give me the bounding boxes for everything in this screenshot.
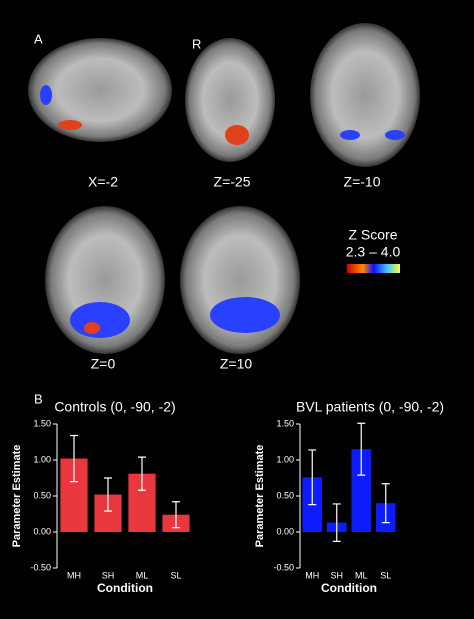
chart-title: BVL patients (0, -90, -2) xyxy=(296,399,444,415)
orientation-label: R xyxy=(192,36,201,51)
x-tick-label: ML xyxy=(136,570,149,580)
error-bar xyxy=(138,456,146,491)
chart-title: Controls (0, -90, -2) xyxy=(54,399,175,415)
slice-label: Z=-10 xyxy=(344,174,381,190)
y-tick-label: 1.00 xyxy=(276,454,294,464)
x-tick-label: SH xyxy=(330,570,343,580)
x-tick-label: SH xyxy=(102,570,115,580)
y-axis-label: Parameter Estimate xyxy=(11,445,23,548)
error-bar xyxy=(357,422,366,476)
y-tick-label: 1.50 xyxy=(33,418,51,428)
brain-slices xyxy=(28,23,420,354)
activation xyxy=(40,85,52,105)
colorbar-range: 2.3 – 4.0 xyxy=(346,244,401,260)
slice-label: Z=-25 xyxy=(214,174,251,190)
axial-slice xyxy=(310,23,420,167)
error-bar xyxy=(70,434,78,483)
x-tick-label: SL xyxy=(170,570,181,580)
error-bar xyxy=(308,449,317,506)
error-bar xyxy=(172,501,180,529)
y-tick-label: 0.00 xyxy=(33,526,51,536)
error-bar xyxy=(104,477,112,512)
y-tick-label: 0.00 xyxy=(276,526,294,536)
x-axis-label: Condition xyxy=(97,581,153,595)
slice-label: Z=10 xyxy=(220,356,253,372)
x-tick-label: MH xyxy=(67,570,81,580)
slice-label: X=-2 xyxy=(88,174,118,190)
x-tick-label: ML xyxy=(355,570,368,580)
y-tick-label: 0.50 xyxy=(33,490,51,500)
error-bar xyxy=(332,503,341,542)
x-tick-label: SL xyxy=(380,570,391,580)
activation xyxy=(58,120,82,130)
activation xyxy=(225,125,249,145)
panel-label: B xyxy=(34,391,43,406)
colorbar xyxy=(347,264,400,273)
y-tick-label: -0.50 xyxy=(30,562,51,572)
activation xyxy=(84,322,100,334)
activation xyxy=(210,297,280,333)
slice-label: Z=0 xyxy=(91,356,116,372)
panel-label: A xyxy=(34,31,43,46)
y-tick-label: 1.50 xyxy=(276,418,294,428)
y-tick-label: -0.50 xyxy=(273,562,294,572)
activation xyxy=(340,130,360,140)
x-axis-label: Condition xyxy=(321,581,377,595)
bar xyxy=(351,449,372,532)
error-bar xyxy=(381,483,390,524)
y-tick-label: 1.00 xyxy=(33,454,51,464)
x-tick-label: MH xyxy=(305,570,319,580)
axial-slice xyxy=(185,38,275,162)
y-axis-label: Parameter Estimate xyxy=(254,445,266,548)
colorbar-title: Z Score xyxy=(348,227,397,243)
activation xyxy=(70,302,130,338)
y-tick-label: 0.50 xyxy=(276,490,294,500)
activation xyxy=(385,130,405,140)
sagittal-slice xyxy=(28,38,172,142)
